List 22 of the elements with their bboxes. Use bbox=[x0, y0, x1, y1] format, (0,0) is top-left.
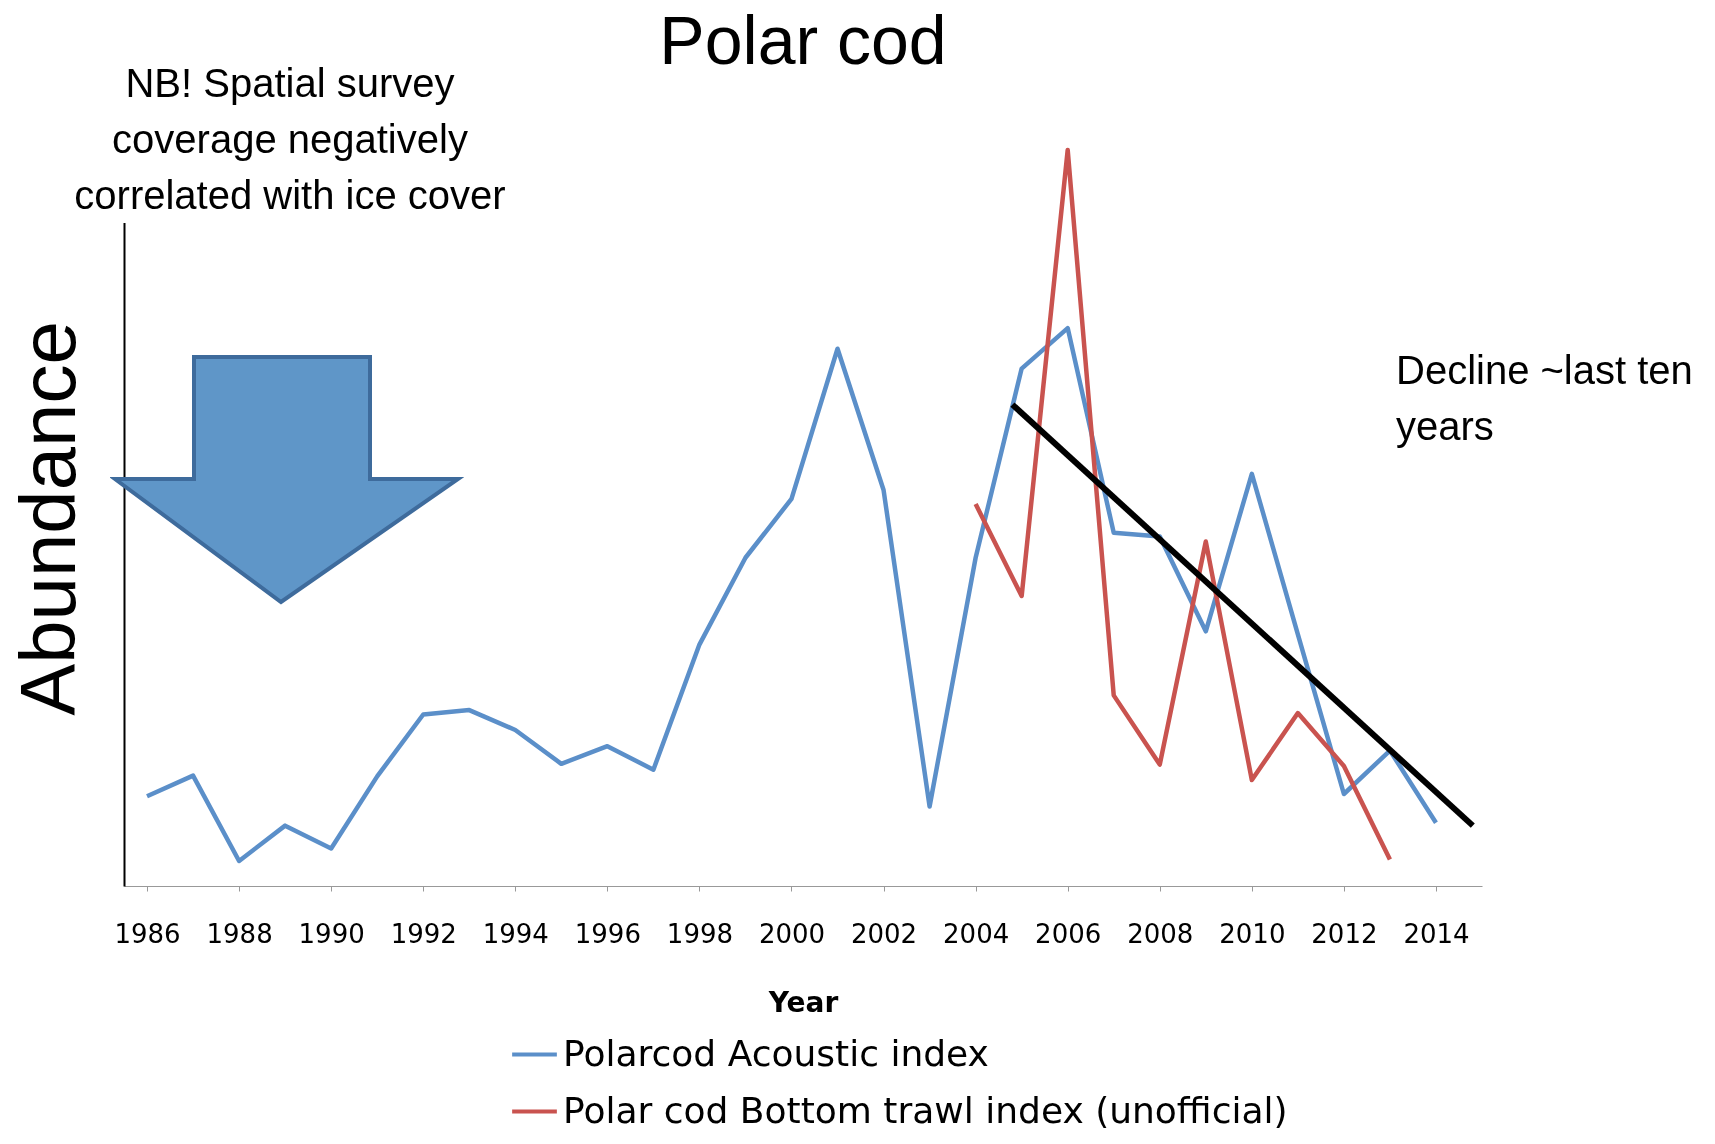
x-tick-label: 2012 bbox=[1311, 918, 1378, 949]
x-tick-label: 2000 bbox=[758, 918, 826, 949]
x-tick-label: 2002 bbox=[850, 918, 918, 949]
x-tick-label: 2010 bbox=[1219, 918, 1286, 949]
x-tick-label: 1992 bbox=[390, 918, 457, 949]
x-tick-label: 1990 bbox=[298, 918, 365, 949]
y-axis-title: Abundance bbox=[3, 321, 92, 716]
legend-label: Polar cod Bottom trawl index (unofficial) bbox=[563, 1089, 1288, 1131]
x-tick-label: 1988 bbox=[206, 918, 273, 949]
x-tick-label: 1986 bbox=[114, 918, 181, 949]
x-tick-label: 1996 bbox=[574, 918, 641, 949]
x-axis-title: Year bbox=[767, 985, 839, 1019]
x-tick-label: 2008 bbox=[1127, 918, 1194, 949]
x-tick-label: 2014 bbox=[1403, 918, 1470, 949]
x-tick-label: 2006 bbox=[1035, 918, 1102, 949]
x-tick-label: 1998 bbox=[666, 918, 734, 949]
annotation: NB! Spatial survey coverage negatively correlated with ice cover bbox=[70, 55, 510, 223]
annotation: Decline ~last ten years bbox=[1396, 342, 1715, 454]
chart-title: Polar cod bbox=[659, 1, 947, 78]
x-tick-label: 1994 bbox=[482, 918, 549, 949]
legend-label: Polarcod Acoustic index bbox=[563, 1032, 989, 1074]
x-tick-label: 2004 bbox=[943, 918, 1010, 949]
